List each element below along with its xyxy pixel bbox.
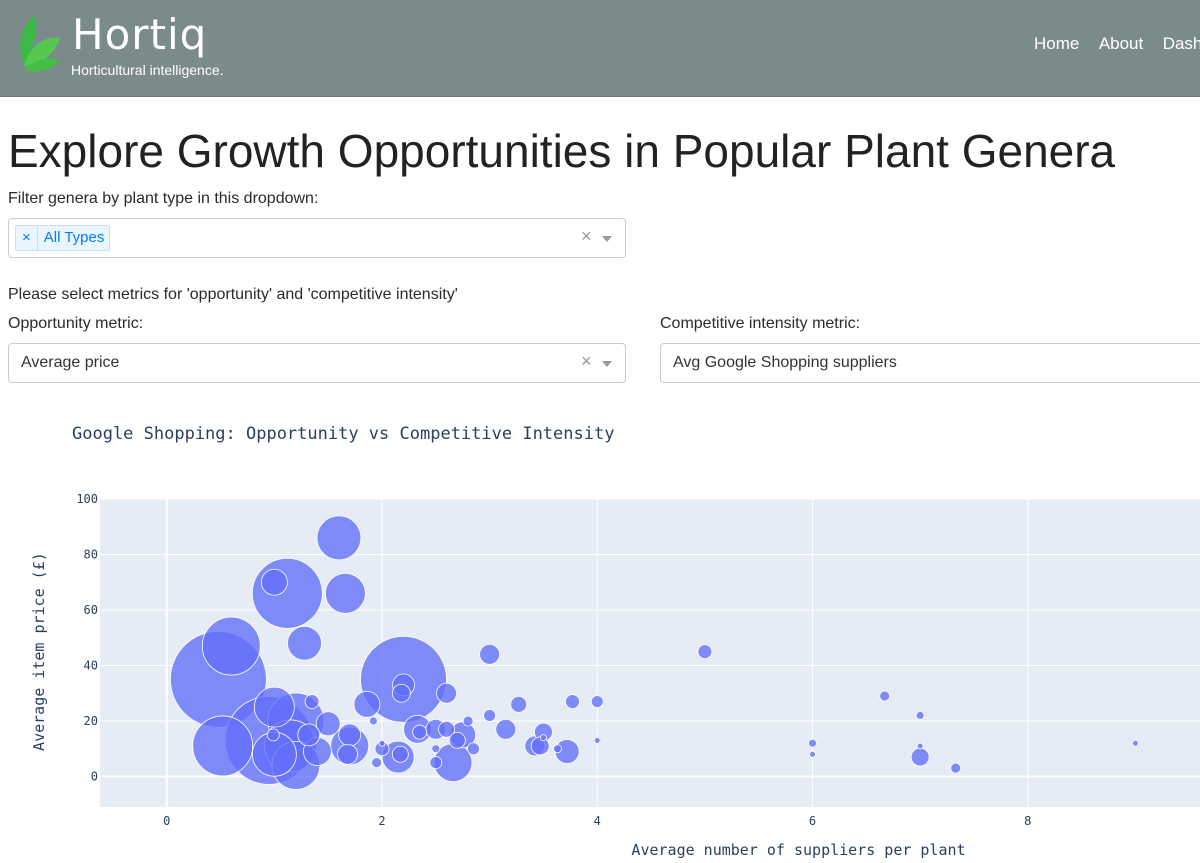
- scatter-point[interactable]: [479, 643, 501, 665]
- scatter-point[interactable]: [391, 745, 409, 763]
- scatter-point[interactable]: [510, 695, 528, 713]
- opportunity-metric-value: Average price: [21, 354, 120, 371]
- y-tick-label: 40: [84, 658, 98, 672]
- clear-icon[interactable]: ×: [581, 226, 592, 246]
- plant-type-dropdown[interactable]: × All Types ×: [8, 218, 626, 258]
- scatter-point[interactable]: [593, 737, 601, 744]
- scatter-point[interactable]: [287, 625, 322, 661]
- navbar: Hortiq Horticultural intelligence. Home …: [0, 0, 1200, 97]
- scatter-point[interactable]: [467, 742, 480, 756]
- y-tick-label: 100: [76, 492, 98, 506]
- x-tick-label: 0: [163, 814, 170, 828]
- y-tick-label: 80: [84, 547, 98, 561]
- competitive-metric-dropdown[interactable]: Avg Google Shopping suppliers: [660, 343, 1200, 383]
- scatter-point[interactable]: [590, 695, 604, 708]
- scatter-point[interactable]: [950, 762, 962, 774]
- scatter-point[interactable]: [431, 744, 441, 754]
- scatter-point[interactable]: [809, 750, 816, 758]
- scatter-point[interactable]: [1132, 739, 1139, 747]
- opportunity-metric-label: Opportunity metric:: [8, 315, 144, 332]
- metrics-prompt: Please select metrics for 'opportunity' …: [8, 286, 458, 303]
- scatter-point[interactable]: [412, 724, 428, 740]
- scatter-point[interactable]: [338, 723, 362, 747]
- scatter-point[interactable]: [910, 747, 930, 767]
- scatter-point[interactable]: [429, 756, 443, 770]
- marker-layer: [169, 515, 1139, 790]
- chevron-down-icon[interactable]: [602, 361, 612, 367]
- y-tick-label: 60: [84, 603, 98, 617]
- chart-title: Google Shopping: Opportunity vs Competit…: [72, 424, 615, 444]
- scatter-point[interactable]: [297, 723, 321, 747]
- scatter-point[interactable]: [438, 720, 455, 738]
- scatter-point[interactable]: [540, 734, 547, 742]
- scatter-point[interactable]: [808, 738, 817, 748]
- scatter-point[interactable]: [201, 616, 261, 676]
- competitive-metric-label: Competitive intensity metric:: [660, 315, 861, 332]
- nav-links: Home About Dash: [1034, 34, 1200, 54]
- scatter-point[interactable]: [483, 709, 497, 722]
- scatter-point[interactable]: [371, 757, 383, 769]
- y-axis-title: Average item price (£): [30, 552, 48, 751]
- x-tick-label: 6: [809, 814, 816, 828]
- x-tick-label: 4: [594, 814, 601, 828]
- scatter-point[interactable]: [565, 694, 580, 709]
- scatter-point[interactable]: [304, 694, 320, 709]
- filter-tag-all-types[interactable]: × All Types: [15, 225, 111, 251]
- y-tick-label: 0: [91, 769, 98, 783]
- scatter-point[interactable]: [315, 711, 341, 737]
- scatter-point[interactable]: [530, 736, 550, 756]
- nav-link-dash[interactable]: Dash: [1162, 34, 1200, 53]
- scatter-point[interactable]: [495, 718, 517, 740]
- scatter-point[interactable]: [253, 686, 295, 728]
- leaf-logo-icon[interactable]: [16, 14, 62, 74]
- scatter-point[interactable]: [192, 715, 254, 777]
- scatter-point[interactable]: [251, 557, 323, 629]
- scatter-point[interactable]: [378, 739, 386, 747]
- scatter-point[interactable]: [260, 568, 288, 596]
- scatter-point[interactable]: [916, 742, 924, 750]
- scatter-point[interactable]: [325, 572, 366, 614]
- competitive-metric-value: Avg Google Shopping suppliers: [673, 354, 897, 371]
- brand-tagline: Horticultural intelligence.: [71, 62, 224, 78]
- scatter-point[interactable]: [368, 716, 378, 726]
- chevron-down-icon[interactable]: [602, 236, 612, 242]
- page-title: Explore Growth Opportunities in Popular …: [8, 125, 1116, 177]
- scatter-point[interactable]: [391, 683, 411, 703]
- scatter-point[interactable]: [448, 732, 466, 749]
- x-tick-label: 2: [378, 814, 385, 828]
- scatter-point[interactable]: [316, 515, 362, 561]
- clear-icon[interactable]: ×: [581, 351, 592, 371]
- scatter-point[interactable]: [462, 715, 474, 727]
- y-tick-label: 20: [84, 714, 98, 728]
- filter-label: Filter genera by plant type in this drop…: [8, 190, 319, 207]
- scatter-point[interactable]: [266, 728, 280, 742]
- scatter-point[interactable]: [337, 743, 358, 765]
- nav-link-home[interactable]: Home: [1034, 34, 1080, 53]
- scatter-point[interactable]: [436, 682, 457, 704]
- opportunity-metric-dropdown[interactable]: Average price ×: [8, 343, 626, 383]
- brand-name[interactable]: Hortiq: [72, 10, 208, 59]
- tag-remove-icon[interactable]: ×: [16, 226, 38, 250]
- scatter-point[interactable]: [915, 711, 925, 720]
- scatter-point[interactable]: [553, 744, 562, 754]
- scatter-point[interactable]: [697, 644, 713, 660]
- tag-label: All Types: [43, 229, 105, 246]
- nav-link-about[interactable]: About: [1098, 34, 1144, 53]
- x-axis-title: Average number of suppliers per plant: [631, 841, 965, 859]
- x-tick-label: 8: [1024, 814, 1031, 828]
- scatter-point[interactable]: [879, 690, 891, 702]
- scatter-point[interactable]: [353, 690, 381, 718]
